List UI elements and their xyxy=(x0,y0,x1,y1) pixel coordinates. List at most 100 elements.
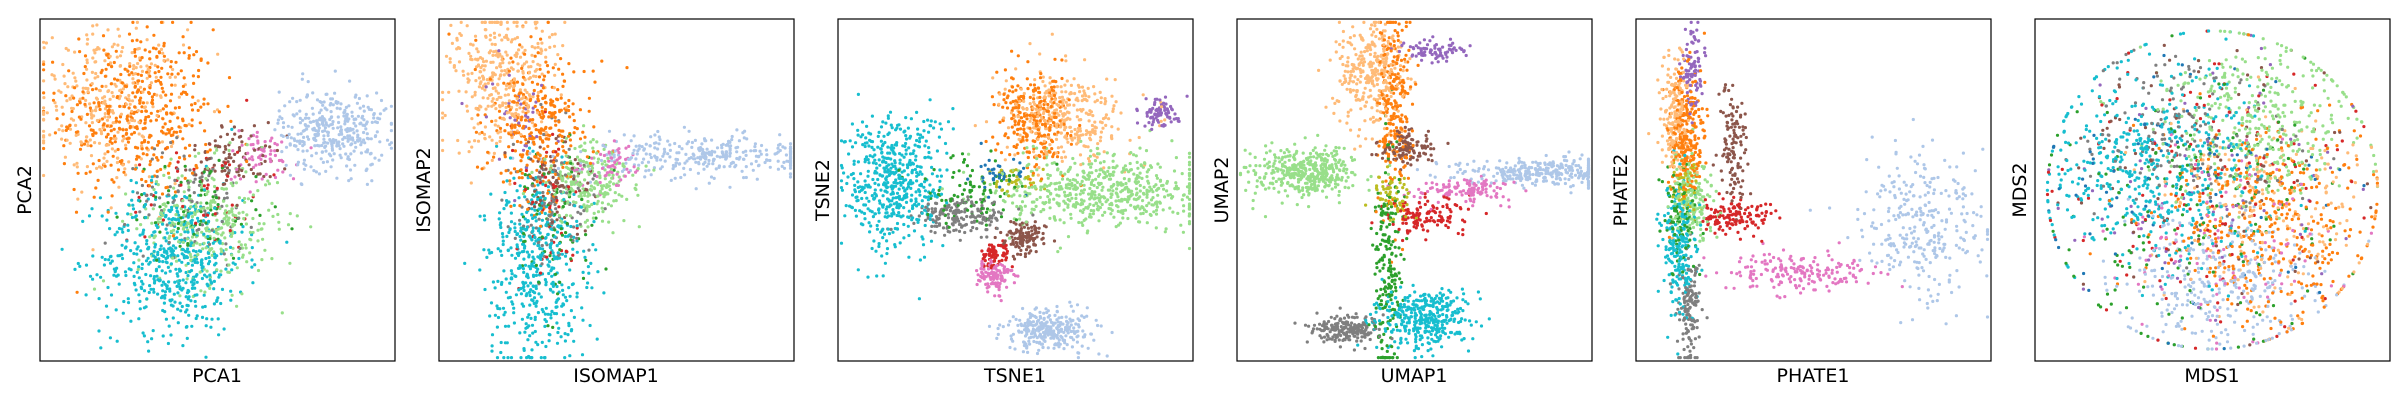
scatter-point-light_green xyxy=(230,293,234,297)
scatter-point-light_green xyxy=(588,187,593,192)
scatter-point-orange xyxy=(129,115,133,119)
scatter-point-cyan xyxy=(866,169,870,173)
scatter-point-light_green xyxy=(152,236,156,240)
scatter-point-cyan xyxy=(147,290,151,295)
scatter-point-light_orange xyxy=(60,137,64,141)
scatter-point-gray xyxy=(964,222,969,227)
scatter-point-cyan xyxy=(84,293,88,297)
scatter-point-orange xyxy=(509,204,513,208)
scatter-point-light_orange xyxy=(96,46,100,50)
scatter-point-gray xyxy=(220,204,224,208)
scatter-point-light_green xyxy=(215,148,219,152)
scatter-point-orange xyxy=(164,104,168,108)
scatter-point-light_green xyxy=(582,124,586,128)
scatter-point-green xyxy=(580,197,584,202)
scatter-point-cyan xyxy=(173,280,177,284)
scatter-point-orange xyxy=(98,107,102,112)
scatter-point-green xyxy=(250,199,254,203)
scatter-point-red xyxy=(227,163,232,167)
scatter-point-pink xyxy=(257,162,261,166)
scatter-point-gray xyxy=(591,177,595,181)
scatter-point-light_blue xyxy=(629,139,633,143)
scatter-point-light_orange xyxy=(108,97,112,101)
scatter-point-light_green xyxy=(248,230,252,234)
scatter-point-gray xyxy=(167,240,171,245)
scatter-point-light_orange xyxy=(513,37,517,41)
scatter-point-light_green xyxy=(154,180,159,184)
scatter-point-light_green xyxy=(606,156,610,160)
scatter-point-pink xyxy=(273,141,277,146)
scatter-point-light_blue xyxy=(693,138,698,142)
scatter-point-light_blue xyxy=(358,137,362,141)
scatter-point-pink xyxy=(624,146,628,150)
scatter-point-purple xyxy=(497,157,501,161)
scatter-point-cyan xyxy=(132,252,136,256)
scatter-point-cyan xyxy=(530,348,534,352)
scatter-point-cyan xyxy=(103,257,107,262)
scatter-point-cyan xyxy=(194,316,198,321)
scatter-point-gray xyxy=(200,223,204,227)
scatter-point-cyan xyxy=(850,193,855,197)
scatter-point-cyan xyxy=(193,260,197,264)
scatter-point-cyan xyxy=(175,284,179,288)
scatter-point-orange xyxy=(553,115,557,119)
scatter-point-orange xyxy=(553,119,558,123)
scatter-point-light_orange xyxy=(536,45,540,49)
scatter-point-green xyxy=(200,188,204,192)
scatter-point-cyan xyxy=(563,332,567,336)
scatter-point-cyan xyxy=(503,341,507,345)
scatter-point-light_green xyxy=(1080,179,1084,183)
scatter-point-green xyxy=(273,205,277,209)
scatter-point-light_orange xyxy=(515,35,520,40)
scatter-point-light_blue xyxy=(334,101,338,105)
scatter-point-cyan xyxy=(250,246,254,250)
scatter-point-orange xyxy=(143,121,147,125)
scatter-point-light_blue xyxy=(653,154,657,158)
scatter-point-cyan xyxy=(532,242,536,246)
scatter-point-pink xyxy=(250,155,254,159)
scatter-point-cyan xyxy=(521,280,525,285)
scatter-point-light_green xyxy=(231,184,235,188)
scatter-point-light_green xyxy=(264,183,268,187)
scatter-point-light_orange xyxy=(556,53,560,57)
scatter-point-cyan xyxy=(498,307,502,311)
scatter-point-cyan xyxy=(580,353,585,357)
scatter-point-orange xyxy=(528,98,532,103)
scatter-point-cyan xyxy=(184,295,188,299)
scatter-point-light_orange xyxy=(55,108,59,112)
scatter-point-green xyxy=(558,248,562,252)
scatter-point-light_blue xyxy=(335,144,339,148)
scatter-point-cyan xyxy=(122,299,126,304)
scatter-point-light_orange xyxy=(550,33,554,37)
scatter-point-light_blue xyxy=(347,117,351,121)
scatter-point-brown xyxy=(220,169,224,173)
scatter-point-orange xyxy=(179,69,183,73)
scatter-point-light_blue xyxy=(318,116,322,120)
scatter-point-light_green xyxy=(223,209,228,213)
scatter-point-cyan xyxy=(135,270,139,274)
scatter-point-light_orange xyxy=(63,82,67,86)
scatter-point-light_orange xyxy=(145,38,149,42)
scatter-point-light_blue xyxy=(309,120,313,124)
scatter-point-light_orange xyxy=(457,60,462,64)
scatter-point-light_orange xyxy=(44,41,49,45)
scatter-point-cyan xyxy=(482,214,486,218)
scatter-point-red xyxy=(555,198,559,203)
scatter-point-orange xyxy=(134,157,139,161)
scatter-point-green xyxy=(178,244,182,248)
scatter-point-light_blue xyxy=(1105,354,1109,358)
scatter-point-light_green xyxy=(159,212,164,216)
scatter-point-cyan xyxy=(195,280,199,284)
scatter-point-orange xyxy=(139,96,143,100)
scatter-point-orange xyxy=(540,105,544,109)
scatter-point-orange xyxy=(530,80,535,84)
scatter-point-light_blue xyxy=(326,141,330,145)
scatter-point-light_green xyxy=(245,260,249,264)
scatter-point-orange xyxy=(625,66,629,70)
scatter-point-light_green xyxy=(225,221,229,225)
scatter-point-light_green xyxy=(575,155,580,159)
scatter-point-gray xyxy=(575,236,579,240)
scatter-point-brown xyxy=(1034,250,1038,254)
scatter-point-cyan xyxy=(117,226,121,231)
scatter-point-light_blue xyxy=(783,146,787,150)
